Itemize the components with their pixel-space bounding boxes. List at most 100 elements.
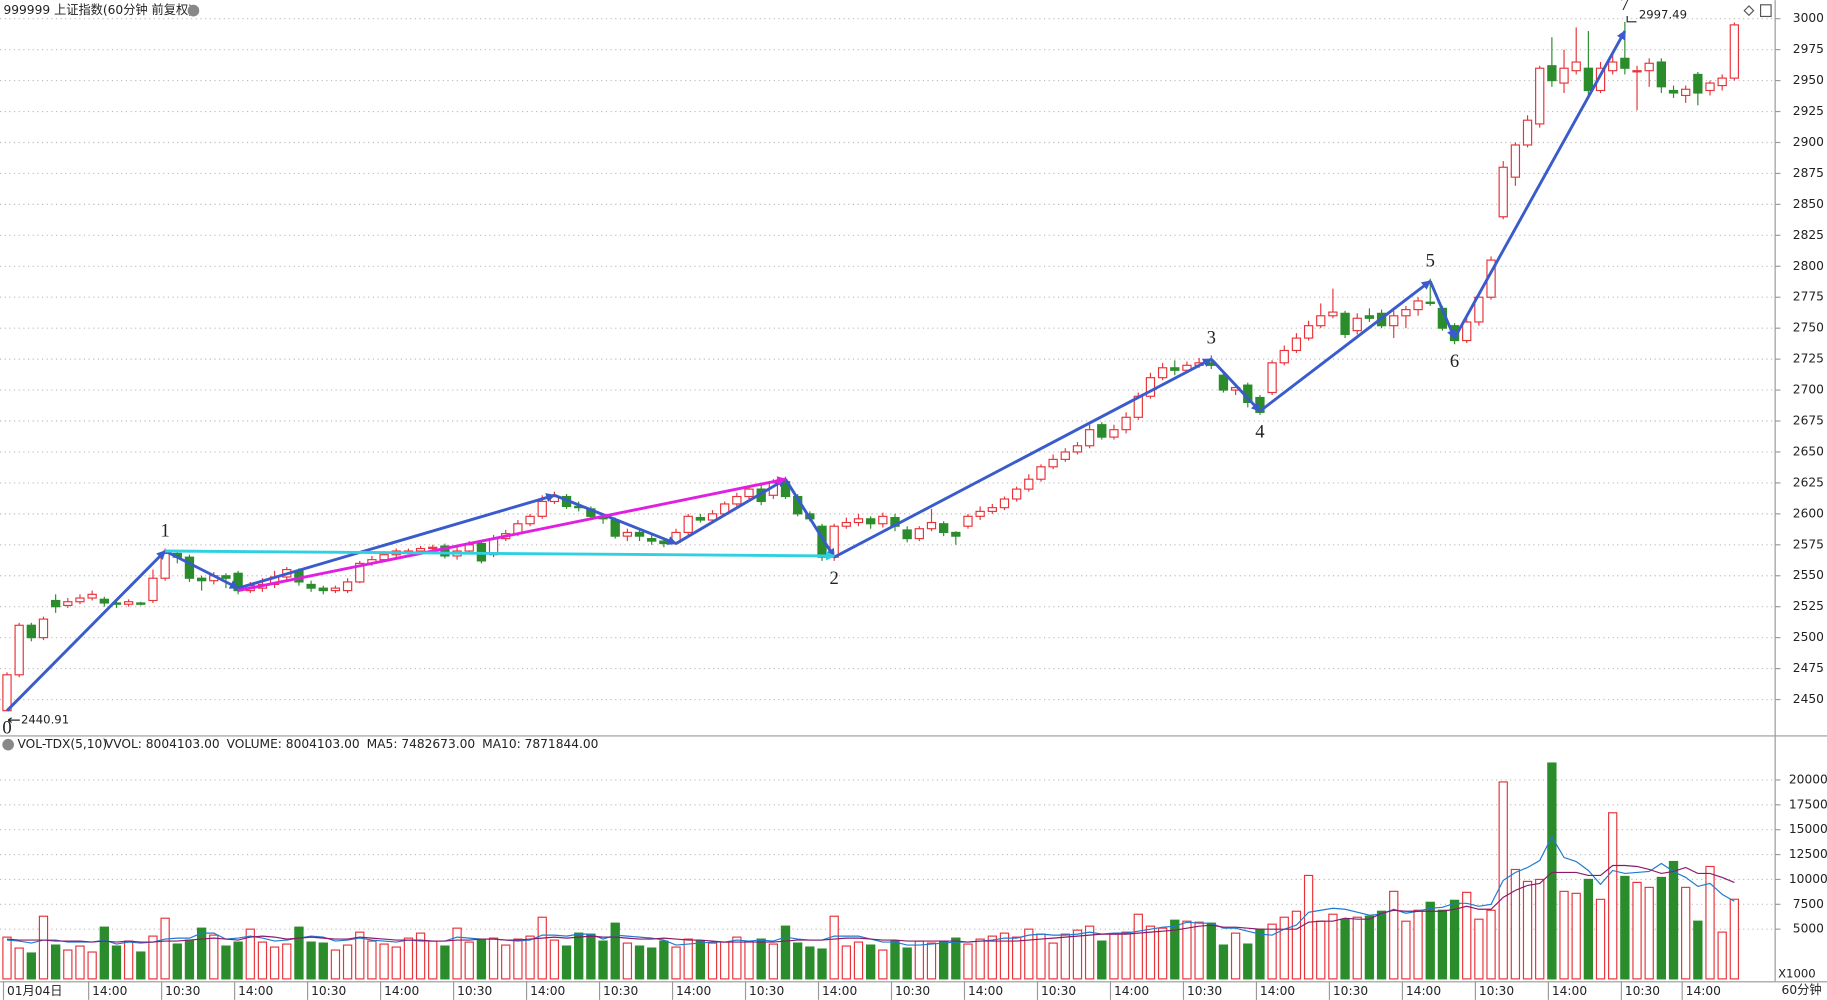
candle-body <box>1218 374 1229 391</box>
volume-bar <box>586 933 596 980</box>
candle-body <box>1693 73 1703 94</box>
legend-entry: MA5: 7482673.00 <box>367 737 476 751</box>
trend-line <box>1428 280 1456 340</box>
volume-bar <box>1243 943 1253 980</box>
y-tick-label: 12500 <box>1789 847 1827 861</box>
chart-title: 999999 上证指数(60分钟 前复权) <box>3 2 192 17</box>
y-tick-label: 2575 <box>1793 537 1824 551</box>
candle-body <box>1316 315 1326 327</box>
candle-body <box>196 577 207 582</box>
volume-bar <box>793 942 803 980</box>
y-tick-label: 2975 <box>1793 42 1824 56</box>
volume-bar <box>902 947 912 980</box>
volume-bar <box>1462 891 1472 980</box>
candle-body <box>99 598 109 604</box>
candle-body <box>1729 24 1740 79</box>
volume-bar <box>367 940 377 980</box>
candle-body <box>902 529 912 540</box>
volume-bar <box>245 928 255 980</box>
candle-body <box>342 581 353 592</box>
volume-bar <box>1644 886 1654 980</box>
volume-bar <box>1133 913 1143 980</box>
volume-bar <box>574 932 584 980</box>
candle-body <box>1340 312 1350 335</box>
volume-bar <box>1328 913 1338 980</box>
volume-bar <box>1157 927 1168 980</box>
volume-bar <box>1109 933 1119 980</box>
volume-bar <box>561 945 572 980</box>
diamond-icon[interactable] <box>1743 5 1755 17</box>
volume-bar <box>938 941 949 980</box>
wave-label: 3 <box>1207 327 1216 348</box>
volume-bar <box>525 935 535 980</box>
y-tick-label: 2725 <box>1793 352 1824 366</box>
y-tick-label: 2450 <box>1793 692 1824 706</box>
y-tick-label: 5000 <box>1793 922 1824 936</box>
x-tick-label: 14:00 <box>1260 984 1295 998</box>
volume-bar <box>501 944 511 980</box>
volume-bar <box>951 937 961 980</box>
volume-bar <box>622 942 633 980</box>
candle-body <box>963 515 973 527</box>
y-tick-label: 2750 <box>1793 321 1824 335</box>
candle-body <box>123 601 134 605</box>
candle-body <box>622 531 633 537</box>
candle-body <box>1583 67 1594 92</box>
candle-body <box>1705 82 1715 92</box>
y-tick-label: 2475 <box>1793 661 1824 675</box>
candle-body <box>999 498 1010 509</box>
volume-bar <box>1352 916 1362 980</box>
volume-bar <box>537 916 547 980</box>
indicator-button[interactable] <box>2 738 14 751</box>
y-tick-label: 2650 <box>1793 444 1824 458</box>
candle-body <box>647 538 657 542</box>
candle-body <box>318 587 328 592</box>
candle-body <box>1364 315 1375 319</box>
y-tick-label: 2525 <box>1793 599 1824 613</box>
volume-bar <box>1036 933 1046 980</box>
volume-bar <box>1449 899 1460 980</box>
volume-bar <box>549 939 560 980</box>
volume-bar <box>1206 922 1216 980</box>
candle-body <box>1632 70 1642 73</box>
volume-bar <box>1230 932 1241 980</box>
dropdown-button[interactable] <box>187 4 200 17</box>
candle-body <box>938 523 949 534</box>
volume-bar <box>914 940 924 980</box>
volume-bar <box>683 938 693 980</box>
candle-body <box>987 507 997 512</box>
volume-bar <box>440 945 450 980</box>
volume-bar <box>1595 898 1606 980</box>
volume-bar <box>695 940 706 980</box>
volume-bar <box>415 932 426 980</box>
candle-body <box>464 544 474 552</box>
candle-body <box>1425 301 1435 305</box>
y-tick-label: 2825 <box>1793 228 1824 242</box>
candle-body <box>1352 317 1362 332</box>
volume-bar <box>513 938 523 980</box>
volume-bar <box>172 943 182 980</box>
x-tick-label: 14:00 <box>1686 984 1721 998</box>
candle-body <box>440 545 450 557</box>
volume-bar <box>1535 878 1545 980</box>
volume-bar <box>1291 910 1302 980</box>
volume-bar <box>99 926 109 980</box>
volume-bar <box>1389 890 1399 980</box>
x-tick-label: 10:30 <box>1041 984 1076 998</box>
volume-bar <box>1072 929 1083 980</box>
volume-bar <box>38 915 49 980</box>
x-tick-label: 14:00 <box>1114 984 1149 998</box>
volume-bar <box>598 940 608 980</box>
candle-body <box>1157 367 1168 379</box>
candle-body <box>221 575 231 579</box>
y-tick-label: 15000 <box>1789 822 1827 836</box>
volume-bar <box>1437 909 1448 980</box>
candle-body <box>355 562 365 583</box>
volume-bar <box>975 938 985 980</box>
volume-bar <box>1170 919 1180 980</box>
volume-bar <box>148 935 158 980</box>
high-label: 2997.49 <box>1639 7 1687 21</box>
window-icon[interactable] <box>1760 4 1772 18</box>
volume-bar <box>1656 876 1667 980</box>
volume-bar <box>987 935 997 980</box>
